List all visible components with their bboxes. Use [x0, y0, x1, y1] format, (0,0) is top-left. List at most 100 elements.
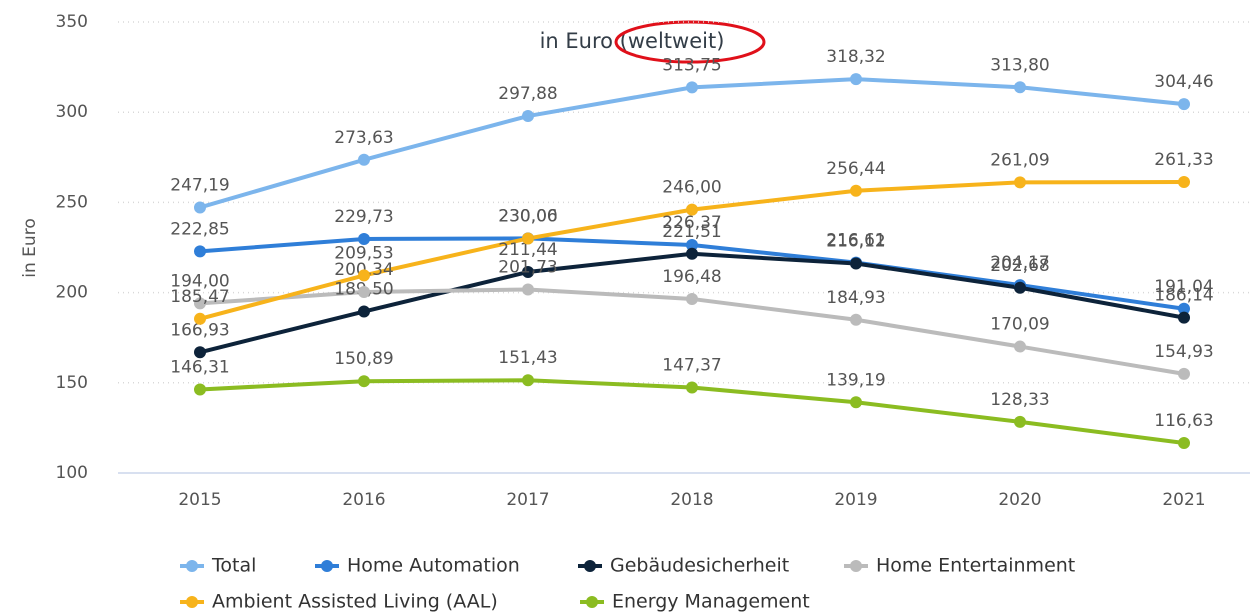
x-tick-label: 2021: [1162, 490, 1205, 510]
data-label: 170,09: [990, 315, 1049, 335]
point: [1178, 302, 1190, 315]
data-label: 222,85: [170, 219, 229, 239]
data-label: 313,80: [990, 55, 1049, 75]
legend-label: Home Entertainment: [876, 555, 1075, 577]
data-label: 191,04: [1154, 277, 1213, 297]
point: [1178, 436, 1190, 449]
y-tick-label: 300: [56, 102, 88, 122]
legend-marker: [586, 596, 598, 608]
data-label: 186,14: [1154, 286, 1213, 306]
point: [194, 312, 206, 325]
point: [522, 283, 534, 296]
y-tick-label: 100: [56, 463, 88, 483]
data-label: 256,44: [826, 159, 885, 179]
point: [686, 81, 698, 94]
data-label: 261,09: [990, 150, 1049, 170]
point: [358, 232, 370, 245]
data-label: 230,06: [498, 206, 557, 226]
point: [1014, 281, 1026, 294]
data-label: 229,73: [334, 207, 393, 227]
data-label: 318,32: [826, 47, 885, 67]
y-tick-label: 150: [56, 373, 88, 393]
point: [850, 73, 862, 86]
legend-marker: [186, 596, 198, 608]
point: [1014, 340, 1026, 353]
point: [194, 297, 206, 310]
data-label: 196,48: [662, 267, 721, 287]
point: [194, 245, 206, 258]
data-label: 230,00: [498, 206, 557, 226]
data-label: 246,00: [662, 178, 721, 198]
point: [358, 305, 370, 318]
data-label: 313,75: [662, 55, 721, 75]
data-label: 297,88: [498, 84, 557, 104]
data-label: 304,46: [1154, 72, 1213, 92]
point: [1178, 367, 1190, 380]
point: [850, 257, 862, 270]
point: [1014, 415, 1026, 428]
data-label: 221,51: [662, 222, 721, 242]
data-label: 146,31: [170, 357, 229, 377]
data-label: 226,37: [662, 213, 721, 233]
data-label: 202,68: [990, 256, 1049, 276]
legend-marker: [850, 560, 862, 572]
data-label: 147,37: [662, 356, 721, 376]
data-label: 185,47: [170, 287, 229, 307]
point: [686, 239, 698, 252]
point: [686, 247, 698, 260]
y-tick-label: 200: [56, 283, 88, 303]
point: [194, 346, 206, 359]
data-label: 247,19: [170, 175, 229, 195]
x-tick-label: 2018: [670, 490, 713, 510]
y-tick-label: 250: [56, 192, 88, 212]
data-label: 273,63: [334, 128, 393, 148]
legend-marker: [584, 560, 596, 572]
data-label: 216,61: [826, 231, 885, 251]
data-label: 166,93: [170, 320, 229, 340]
point: [522, 110, 534, 123]
point: [358, 269, 370, 282]
data-label: 128,33: [990, 390, 1049, 410]
point: [686, 292, 698, 305]
legend-marker: [186, 560, 198, 572]
x-tick-label: 2016: [342, 490, 385, 510]
data-label: 150,89: [334, 349, 393, 369]
point: [686, 381, 698, 394]
point: [522, 374, 534, 387]
point: [850, 313, 862, 326]
legend-label: Gebäudesicherheit: [610, 555, 789, 577]
x-tick-label: 2020: [998, 490, 1041, 510]
data-label: 211,44: [498, 240, 557, 260]
point: [1014, 81, 1026, 94]
point: [194, 383, 206, 396]
legend-marker: [321, 560, 333, 572]
point: [850, 396, 862, 409]
data-label: 139,19: [826, 370, 885, 390]
point: [194, 201, 206, 214]
legend-label: Home Automation: [347, 555, 520, 577]
x-tick-label: 2017: [506, 490, 549, 510]
x-tick-label: 2015: [178, 490, 221, 510]
data-label: 204,17: [990, 253, 1049, 273]
legend-label: Total: [211, 555, 256, 577]
point: [850, 184, 862, 197]
point: [358, 153, 370, 166]
data-label: 116,63: [1154, 411, 1213, 431]
data-label: 151,43: [498, 348, 557, 368]
point: [686, 203, 698, 216]
legend-label: Energy Management: [612, 591, 810, 613]
x-tick-label: 2019: [834, 490, 877, 510]
legend-label: Ambient Assisted Living (AAL): [212, 591, 498, 613]
point: [358, 285, 370, 298]
y-axis-label: in Euro: [20, 218, 40, 277]
point: [522, 265, 534, 278]
highlight-ellipse: [614, 20, 766, 64]
point: [358, 375, 370, 388]
data-label: 201,73: [498, 257, 557, 277]
data-label: 194,00: [170, 271, 229, 291]
point: [1178, 98, 1190, 111]
data-label: 216,12: [826, 232, 885, 252]
point: [1014, 176, 1026, 189]
point: [522, 232, 534, 245]
